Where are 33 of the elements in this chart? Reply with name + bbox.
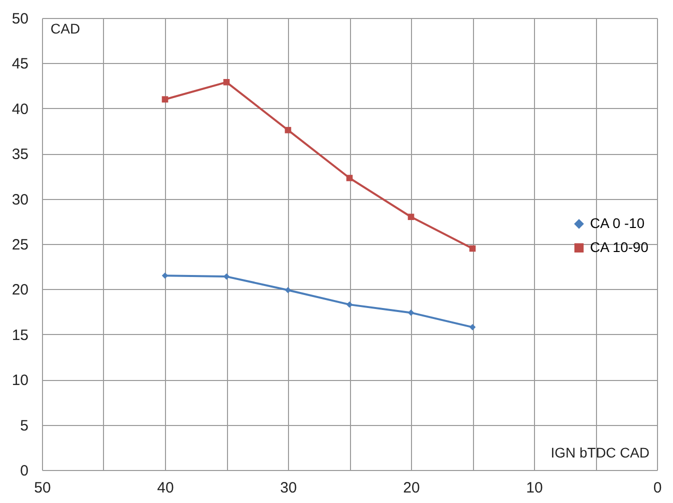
point — [284, 286, 292, 294]
y-tick-label: 20 — [12, 282, 28, 299]
y-tick-label: 30 — [12, 191, 28, 208]
y-tick-label: 35 — [12, 146, 28, 164]
point — [469, 245, 476, 252]
y-axis-title: CAD — [50, 20, 80, 36]
x-tick-label: 0 — [653, 480, 662, 496]
x-tick-label: 50 — [34, 480, 51, 496]
point — [408, 310, 414, 316]
point — [162, 96, 168, 103]
y-tick-label: 0 — [20, 462, 28, 480]
y-tick-label: 25 — [12, 236, 28, 254]
y-tick-label: 50 — [12, 10, 28, 28]
legend-label: CA 0 -10 — [590, 214, 645, 231]
y-tick-label: 5 — [20, 417, 28, 434]
point — [469, 324, 476, 330]
y-tick-label: 40 — [12, 100, 28, 118]
y-tick-label: 10 — [12, 372, 28, 390]
point — [162, 272, 168, 279]
point — [284, 126, 292, 134]
x-axis-title: IGN bTDC CAD — [550, 444, 650, 460]
y-tick-label: 45 — [12, 56, 28, 73]
point — [346, 301, 353, 308]
point — [223, 273, 230, 280]
point — [346, 174, 353, 182]
legend-label: CA 10-90 — [590, 238, 649, 255]
x-tick-label: 10 — [526, 480, 543, 496]
y-tick-label: 15 — [12, 326, 28, 344]
x-tick-label: 20 — [403, 480, 420, 496]
x-tick-label: 30 — [280, 480, 297, 496]
point — [223, 79, 230, 86]
x-tick-label: 40 — [157, 480, 174, 496]
point — [408, 214, 414, 220]
